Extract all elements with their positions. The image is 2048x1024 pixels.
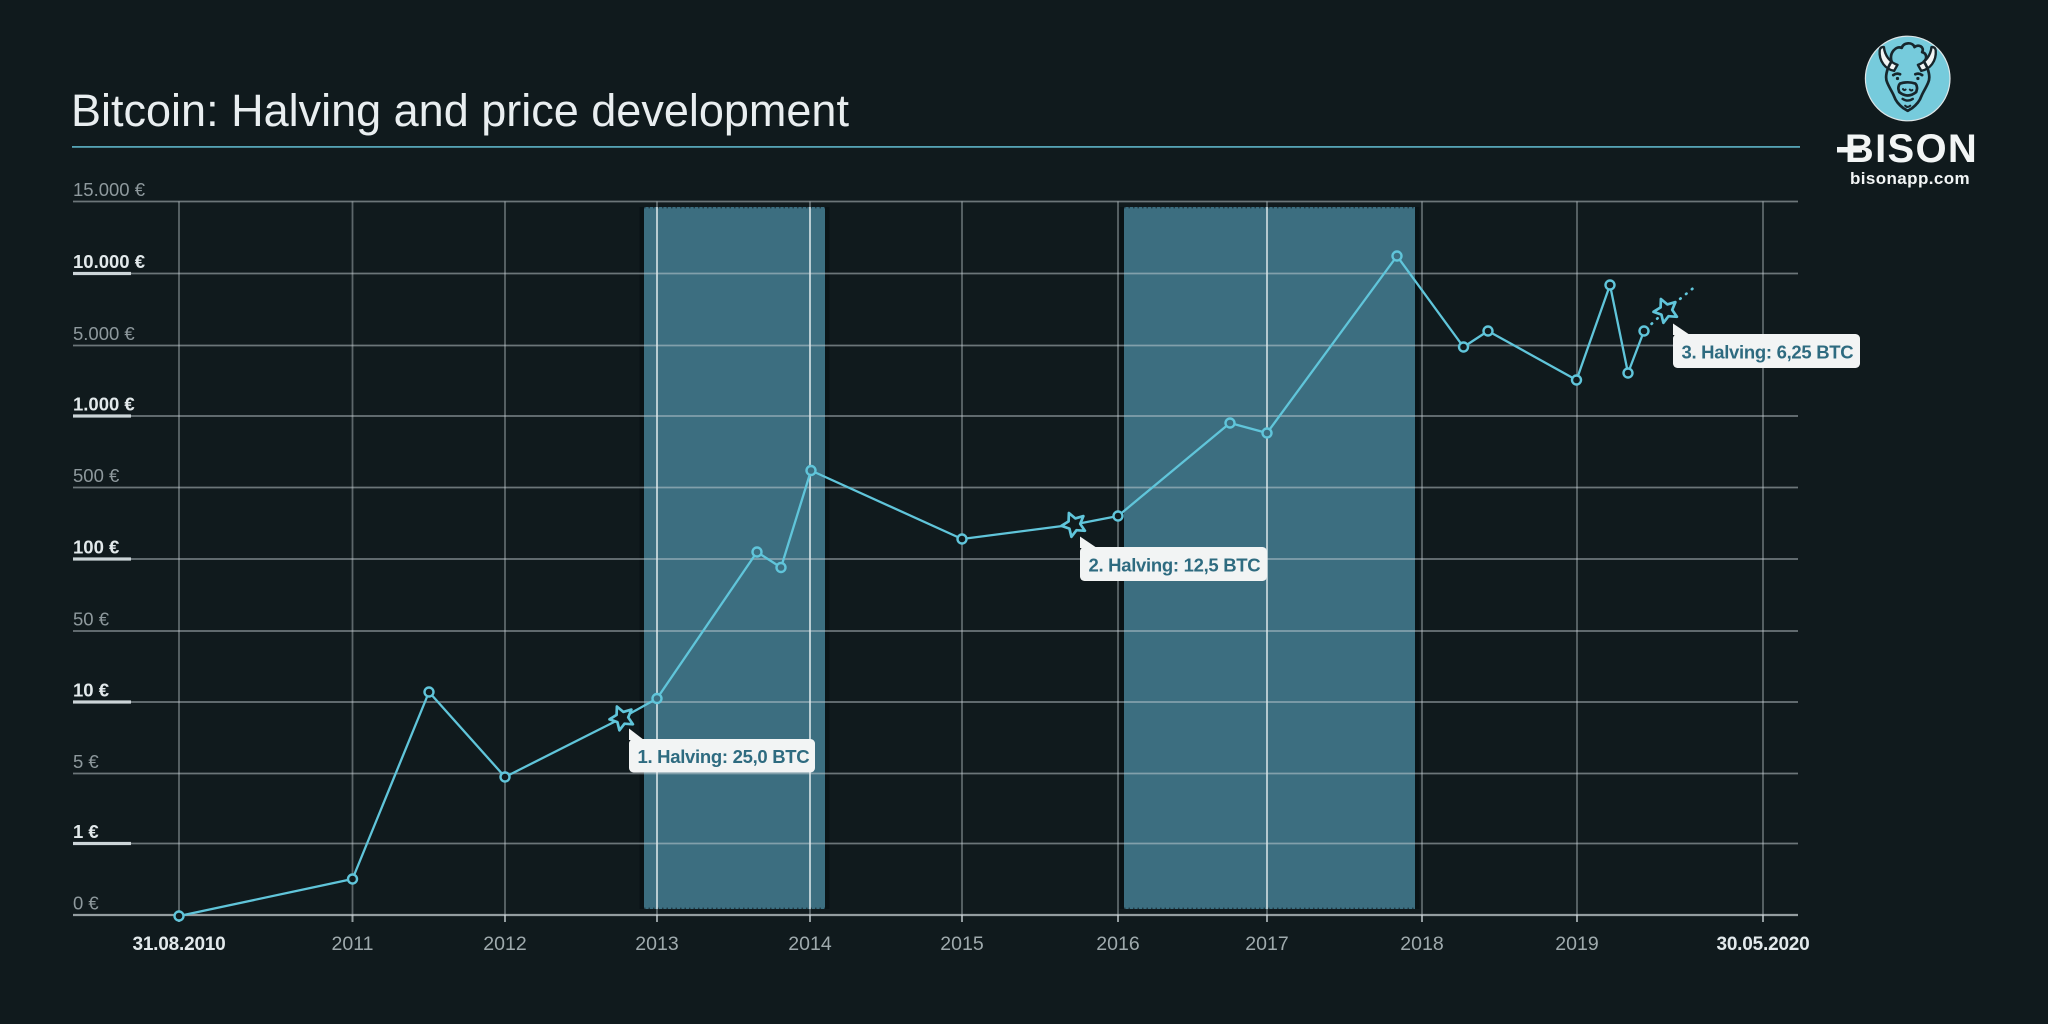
svg-text:2011: 2011	[332, 933, 374, 955]
svg-text:10.000 €: 10.000 €	[73, 251, 145, 272]
svg-text:0 €: 0 €	[73, 893, 99, 914]
svg-text:500 €: 500 €	[73, 465, 120, 486]
svg-text:2015: 2015	[940, 933, 984, 955]
svg-text:2019: 2019	[1555, 933, 1598, 955]
svg-text:10 €: 10 €	[73, 680, 109, 701]
svg-text:50 €: 50 €	[73, 609, 110, 630]
svg-text:2016: 2016	[1096, 933, 1139, 955]
svg-text:2013: 2013	[635, 933, 678, 955]
svg-text:1. Halving: 25,0 BTC: 1. Halving: 25,0 BTC	[638, 746, 810, 767]
svg-text:31.08.2010: 31.08.2010	[132, 934, 225, 955]
svg-text:3. Halving: 6,25 BTC: 3. Halving: 6,25 BTC	[1682, 342, 1854, 363]
svg-text:5 €: 5 €	[73, 751, 99, 772]
svg-text:bisonapp.com: bisonapp.com	[1850, 169, 1970, 188]
svg-text:2014: 2014	[788, 933, 832, 955]
svg-text:2. Halving: 12,5 BTC: 2. Halving: 12,5 BTC	[1089, 555, 1261, 576]
svg-text:2017: 2017	[1245, 933, 1288, 955]
svg-text:2012: 2012	[483, 933, 526, 955]
svg-text:2018: 2018	[1400, 933, 1443, 955]
svg-text:100 €: 100 €	[73, 537, 119, 558]
svg-text:Bitcoin: Halving and price dev: Bitcoin: Halving and price development	[71, 85, 849, 136]
svg-text:5.000 €: 5.000 €	[73, 323, 135, 344]
svg-text:30.05.2020: 30.05.2020	[1716, 934, 1809, 955]
svg-text:BISON: BISON	[1845, 127, 1978, 171]
svg-text:1 €: 1 €	[73, 821, 99, 842]
svg-text:1.000 €: 1.000 €	[73, 394, 135, 415]
svg-text:15.000 €: 15.000 €	[73, 179, 146, 200]
